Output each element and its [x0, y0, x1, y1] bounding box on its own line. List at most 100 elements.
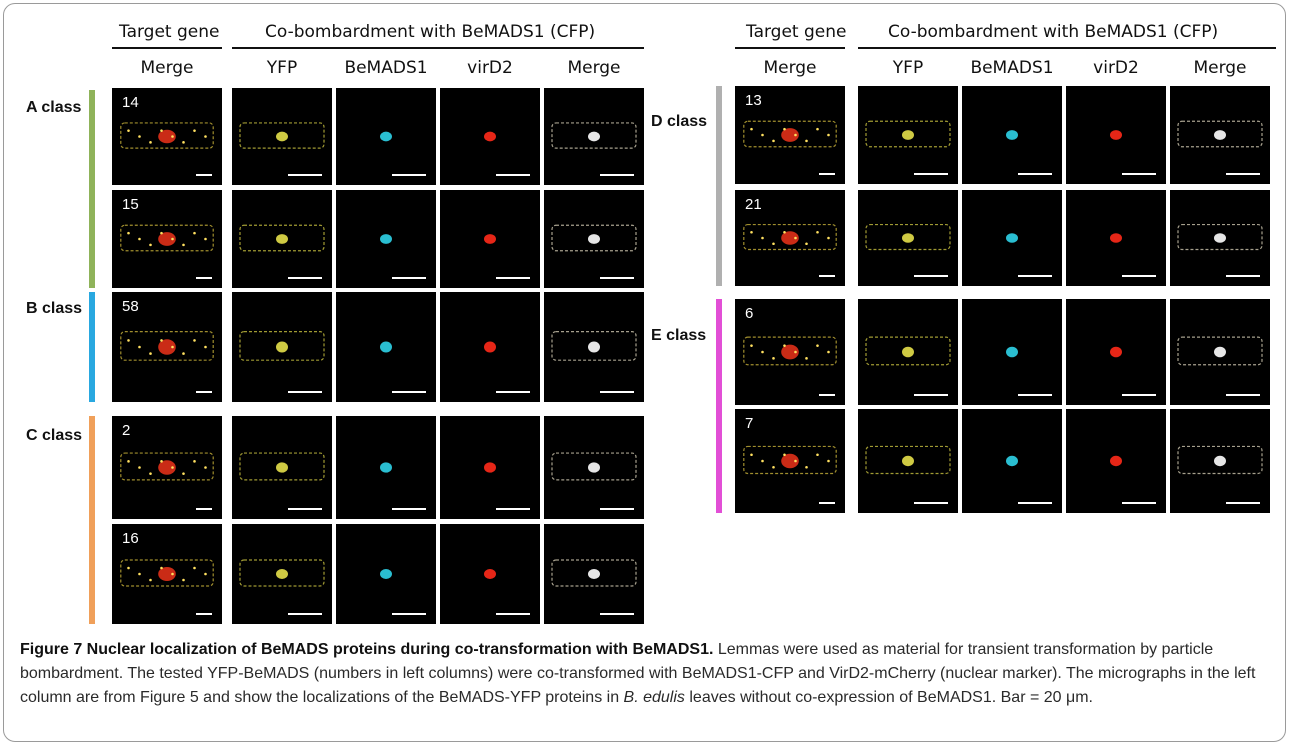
scale-bar — [1122, 394, 1156, 396]
scale-bar — [1226, 275, 1260, 277]
class-bar-e — [716, 299, 722, 513]
scale-bar — [288, 277, 322, 279]
header-co-bombardment-left: Co-bombardment with BeMADS1 (CFP) — [265, 22, 596, 42]
class-bar-d — [716, 86, 722, 286]
header-underline — [232, 47, 644, 49]
scale-bar — [600, 174, 634, 176]
micrograph-bemads1 — [962, 86, 1062, 184]
micrograph-merge: 14 — [112, 88, 222, 185]
micrograph-merge: 7 — [735, 409, 845, 513]
scale-bar — [600, 277, 634, 279]
scale-bar — [392, 613, 426, 615]
col-header-yfp: YFP — [892, 58, 924, 78]
gene-number: 7 — [745, 415, 754, 432]
micrograph-merge — [1170, 409, 1270, 513]
gene-number: 58 — [122, 298, 139, 315]
col-header-bemads1: BeMADS1 — [344, 58, 428, 78]
class-label-d: D class — [651, 113, 708, 130]
scale-bar — [196, 391, 212, 393]
micrograph-vird2 — [440, 524, 540, 624]
scale-bar — [1018, 173, 1052, 175]
scale-bar — [496, 174, 530, 176]
scale-bar — [1226, 502, 1260, 504]
micrograph-bemads1 — [962, 409, 1062, 513]
scale-bar — [1226, 173, 1260, 175]
micrograph-merge — [1170, 86, 1270, 184]
class-label-c: C class — [26, 427, 83, 444]
micrograph-merge — [1170, 299, 1270, 405]
col-header-merge: Merge — [567, 58, 621, 78]
scale-bar — [392, 174, 426, 176]
scale-bar — [496, 508, 530, 510]
gene-number: 21 — [745, 196, 762, 213]
caption-title: Figure 7 Nuclear localization of BeMADS … — [20, 641, 714, 658]
scale-bar — [914, 502, 948, 504]
scale-bar — [1122, 275, 1156, 277]
scale-bar — [600, 391, 634, 393]
scale-bar — [392, 277, 426, 279]
scale-bar — [1226, 394, 1260, 396]
header-underline — [735, 47, 845, 49]
gene-number: 14 — [122, 94, 139, 111]
caption-text-2: leaves without co-expression of BeMADS1.… — [684, 689, 1093, 706]
col-header-merge: Merge — [763, 58, 817, 78]
micrograph-merge: 13 — [735, 86, 845, 184]
class-label-b: B class — [26, 300, 83, 317]
scale-bar — [600, 508, 634, 510]
class-bar-b — [89, 292, 95, 402]
scale-bar — [1122, 502, 1156, 504]
scale-bar — [288, 613, 322, 615]
header-target-gene-right: Target gene — [746, 22, 847, 42]
micrograph-vird2 — [440, 292, 540, 402]
micrograph-vird2 — [440, 88, 540, 185]
scale-bar — [819, 275, 835, 277]
scale-bar — [914, 275, 948, 277]
scale-bar — [196, 174, 212, 176]
micrograph-vird2 — [1066, 409, 1166, 513]
micrograph-merge — [544, 190, 644, 288]
gene-number: 6 — [745, 305, 754, 322]
col-header-merge: Merge — [140, 58, 194, 78]
scale-bar — [600, 613, 634, 615]
micrograph-yfp — [232, 524, 332, 624]
micrograph-merge — [544, 416, 644, 519]
micrograph-bemads1 — [962, 190, 1062, 286]
scale-bar — [914, 173, 948, 175]
scale-bar — [196, 613, 212, 615]
header-target-gene-left: Target gene — [119, 22, 220, 42]
scale-bar — [392, 391, 426, 393]
micrograph-bemads1 — [336, 88, 436, 185]
micrograph-merge — [544, 292, 644, 402]
micrograph-vird2 — [440, 416, 540, 519]
col-header-vird2: virD2 — [467, 58, 513, 78]
micrograph-yfp — [232, 292, 332, 402]
micrograph-merge — [1170, 190, 1270, 286]
scale-bar — [819, 502, 835, 504]
scale-bar — [288, 174, 322, 176]
micrograph-yfp — [858, 299, 958, 405]
col-header-merge: Merge — [1193, 58, 1247, 78]
micrograph-bemads1 — [336, 416, 436, 519]
caption-text-1: Lemmas were used as material for transie… — [20, 641, 1256, 706]
scale-bar — [819, 394, 835, 396]
gene-number: 15 — [122, 196, 139, 213]
micrograph-vird2 — [1066, 86, 1166, 184]
scale-bar — [496, 277, 530, 279]
scale-bar — [288, 508, 322, 510]
micrograph-yfp — [858, 86, 958, 184]
scale-bar — [1018, 394, 1052, 396]
micrograph-bemads1 — [336, 524, 436, 624]
micrograph-merge: 58 — [112, 292, 222, 402]
gene-number: 2 — [122, 422, 131, 439]
scale-bar — [392, 508, 426, 510]
scale-bar — [914, 394, 948, 396]
micrograph-merge: 15 — [112, 190, 222, 288]
micrograph-yfp — [858, 190, 958, 286]
class-bar-c — [89, 416, 95, 624]
figure-caption: Figure 7 Nuclear localization of BeMADS … — [20, 638, 1270, 710]
micrograph-bemads1 — [336, 190, 436, 288]
micrograph-merge: 21 — [735, 190, 845, 286]
gene-number: 13 — [745, 92, 762, 109]
scale-bar — [819, 173, 835, 175]
micrograph-merge: 6 — [735, 299, 845, 405]
